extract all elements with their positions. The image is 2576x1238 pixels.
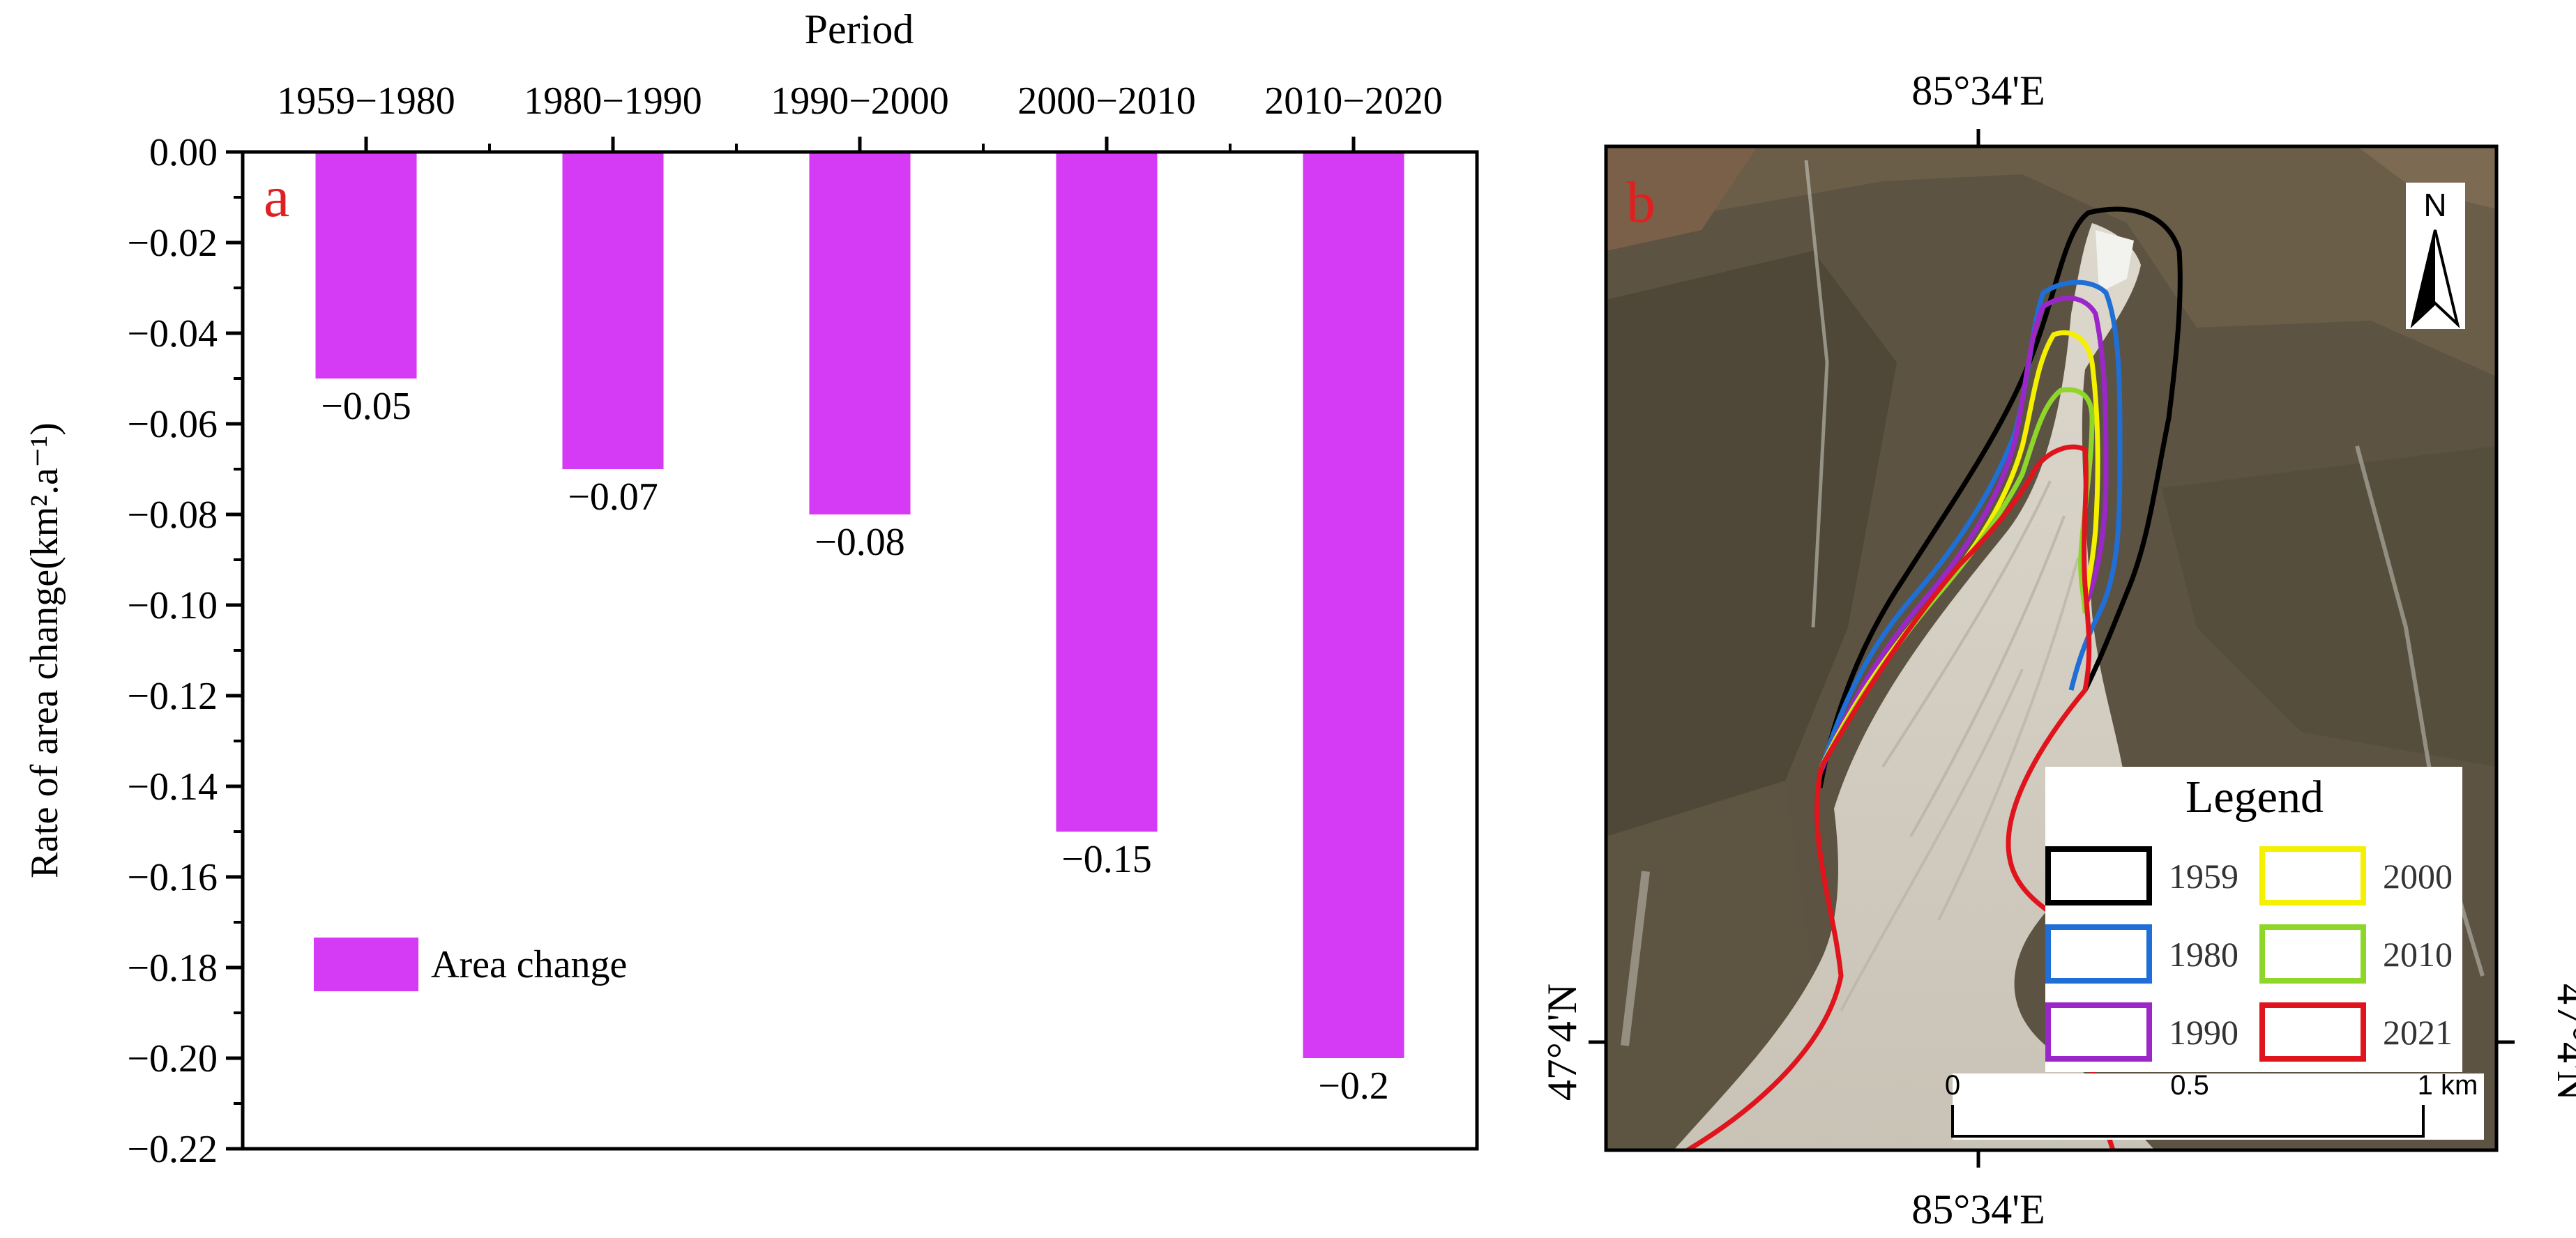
- y-tick-label: −0.04: [127, 312, 218, 356]
- bar-value-label: −0.05: [321, 385, 411, 428]
- x-tick-label: 1980−1990: [524, 79, 702, 123]
- y-tick-label: −0.20: [127, 1037, 218, 1080]
- scale-label-half: 0.5: [2170, 1070, 2209, 1101]
- outline-1990: [1819, 296, 2109, 772]
- map-legend-swatch-1990: [2045, 1002, 2152, 1062]
- bar-chart-panel: Period 1959−1980 1980−1990 1990−2000 2000−2…: [23, 6, 1479, 1171]
- y-tick-label: −0.12: [127, 675, 218, 718]
- x-tick-label: 2010−2020: [1264, 79, 1443, 123]
- glacier-map-panel: 85°34'E 85°34'E 47°4'N 47°4'N: [1539, 68, 2576, 1232]
- y-tick-label: −0.16: [127, 856, 218, 899]
- bar-value-label: −0.08: [815, 521, 905, 564]
- bar: [562, 152, 664, 469]
- map-legend-year-1959: 1959: [2169, 857, 2238, 896]
- map-legend-box: [2045, 767, 2462, 1072]
- map-legend-swatch-2010: [2259, 924, 2366, 984]
- y-tick-label: 0.00: [149, 131, 218, 174]
- bar: [1303, 152, 1404, 1058]
- x-tick-label: 1990−2000: [771, 79, 949, 123]
- panel-label-b: b: [1626, 170, 1656, 235]
- y-tick-label: −0.06: [127, 403, 218, 446]
- y-tick-label: −0.10: [127, 584, 218, 627]
- y-axis-title: Rate of area change(km².a⁻¹): [23, 422, 66, 878]
- x-tick-label: 2000−2010: [1017, 79, 1196, 123]
- map-frame: [1604, 144, 2499, 1152]
- legend-swatch-area-change: [314, 938, 418, 991]
- map-legend: Legend 1959 1980 1990 2000 2010 2021: [2045, 767, 2462, 1072]
- scale-label-end: 1 km: [2418, 1070, 2478, 1101]
- bar-value-label: −0.2: [1318, 1064, 1389, 1108]
- map-legend-swatch-1980: [2045, 924, 2152, 984]
- bar: [315, 152, 417, 379]
- scale-bar: 0 0.5 1 km: [1945, 1070, 2484, 1140]
- y-tick-label: −0.18: [127, 947, 218, 990]
- panel-label-a: a: [264, 165, 289, 229]
- map-legend-swatch-1959: [2045, 846, 2152, 905]
- map-legend-year-1990: 1990: [2169, 1013, 2238, 1052]
- legend-label-area-change: Area change: [431, 943, 627, 986]
- outline-1980: [1817, 280, 2123, 775]
- y-tick-label: −0.14: [127, 765, 218, 809]
- x-axis-title: Period: [805, 6, 914, 52]
- bar: [1056, 152, 1158, 832]
- map-legend-year-2021: 2021: [2383, 1013, 2453, 1052]
- y-tick-label: −0.22: [127, 1128, 218, 1171]
- coord-label-right: 47°4'N: [2549, 984, 2576, 1101]
- map-legend-year-2010: 2010: [2383, 935, 2453, 974]
- legend-a: Area change: [314, 938, 627, 991]
- plot-frame: [241, 150, 1479, 1151]
- north-arrow: N: [2406, 183, 2465, 329]
- scale-label-0: 0: [1945, 1070, 1960, 1101]
- y-tick-label: −0.02: [127, 222, 218, 265]
- coord-label-bottom: 85°34'E: [1911, 1186, 2045, 1232]
- glacier-ice: [1674, 223, 2155, 1150]
- north-label: N: [2423, 187, 2446, 223]
- bar-value-label: −0.07: [568, 475, 658, 519]
- map-legend-title: Legend: [2185, 772, 2324, 823]
- scale-line: [1951, 1105, 2425, 1138]
- bar-value-label: −0.15: [1061, 838, 1152, 881]
- map-legend-swatch-2021: [2259, 1002, 2366, 1062]
- outline-1959: [1817, 206, 2183, 788]
- map-legend-year-1980: 1980: [2169, 935, 2238, 974]
- map-legend-swatch-2000: [2259, 846, 2366, 905]
- bar: [809, 152, 911, 514]
- map-legend-year-2000: 2000: [2383, 857, 2453, 896]
- coord-label-top: 85°34'E: [1911, 68, 2045, 114]
- coord-label-left: 47°4'N: [1539, 984, 1585, 1101]
- x-tick-label: 1959−1980: [277, 79, 455, 123]
- y-tick-label: −0.08: [127, 494, 218, 537]
